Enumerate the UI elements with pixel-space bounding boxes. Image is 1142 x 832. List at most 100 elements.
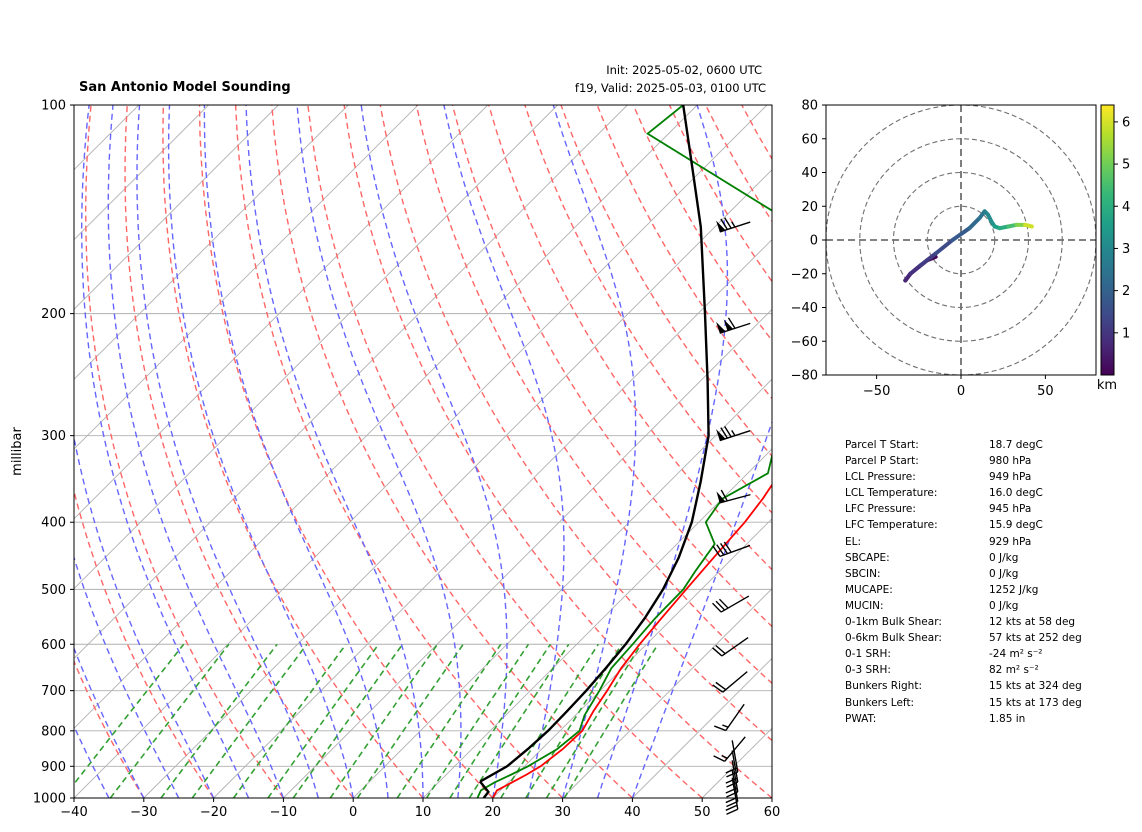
stat-value: 0 J/kg <box>989 599 1019 612</box>
x-tick-label: 10 <box>415 805 432 820</box>
y-tick-label: 800 <box>41 724 66 739</box>
wind-barb-flag <box>715 645 726 655</box>
moist-adiabat-line <box>245 105 424 798</box>
stat-label: Parcel P Start: <box>845 455 919 468</box>
dry-adiabat-line <box>668 105 772 283</box>
dry-adiabat-line <box>124 105 354 798</box>
y-tick-label: 600 <box>41 638 66 653</box>
stat-row: MUCIN: 0 J/kg <box>845 598 1105 614</box>
moist-adiabat-line <box>167 105 354 798</box>
hodo-trace-segment <box>989 219 997 229</box>
wind-barb-staff <box>725 703 745 731</box>
stat-value: 0 J/kg <box>989 551 1019 564</box>
hodo-trace-segment <box>950 226 972 242</box>
hodo-trace-segment <box>997 224 1011 231</box>
isotherm-line <box>74 105 558 590</box>
isotherm-line <box>701 727 772 798</box>
mixing-ratio-line <box>160 643 278 798</box>
colorbar-tick-label: 5 <box>1122 158 1130 173</box>
wind-barb-staff <box>719 544 751 558</box>
wind-barb-flag <box>719 543 729 555</box>
temperature-profile-line <box>492 483 772 798</box>
wind-barb-flag <box>727 317 736 329</box>
hodo-trace-segment <box>986 212 994 224</box>
dry-adiabat-line <box>198 105 494 798</box>
hodo-trace-segment <box>1023 222 1034 229</box>
hodo-trace-segment <box>982 209 990 217</box>
moist-adiabat-line <box>74 555 180 798</box>
mixing-ratio-line <box>109 643 230 798</box>
dry-adiabat-line <box>234 105 564 798</box>
wind-barb-flag <box>712 684 724 693</box>
y-axis-label: millibar <box>10 427 25 476</box>
stat-row: LCL Pressure: 949 hPa <box>845 469 1105 485</box>
hodo-ring <box>892 171 1030 309</box>
x-tick-label: 60 <box>764 805 781 820</box>
isotherm-line <box>74 105 489 520</box>
y-tick-label: 100 <box>41 99 66 114</box>
stat-label: 0-6km Bulk Shear: <box>845 632 942 645</box>
stat-label: PWAT: <box>845 712 877 725</box>
wind-barb <box>712 541 751 558</box>
hodo-trace-segment <box>967 216 982 231</box>
colorbar-tick-label: 1 <box>1122 326 1130 341</box>
wind-barb-flag <box>712 602 722 613</box>
moist-adiabat-line <box>136 105 319 798</box>
mixing-ratio-line <box>396 643 502 798</box>
wind-barb-flag <box>724 426 732 438</box>
dry-adiabat-line <box>74 488 215 798</box>
wind-barb-half-flag <box>722 724 729 728</box>
mixing-ratio-line <box>449 643 552 798</box>
mixing-ratio-line <box>500 643 599 798</box>
wind-barb-flag <box>724 217 732 229</box>
hodo-trace-segment <box>918 251 938 268</box>
wind-barb <box>712 671 748 693</box>
stat-label: EL: <box>845 535 862 548</box>
mixing-ratio-line <box>425 643 530 798</box>
moist-adiabat-line <box>360 105 508 798</box>
colorbar-tick-label: 3 <box>1122 242 1130 257</box>
x-tick-label: −30 <box>130 805 157 820</box>
mixing-ratio-line <box>329 643 439 798</box>
wind-barb-flag <box>723 541 732 553</box>
hodo-y-tick-label: 80 <box>801 99 818 114</box>
wind-barb <box>713 736 746 762</box>
isotherm-line <box>143 169 772 798</box>
chart-title: San Antonio Model Sounding <box>79 80 291 95</box>
dewpoint-profile-line <box>476 105 772 798</box>
hodo-trace-segment <box>992 224 1002 231</box>
wind-barb-flag <box>720 427 728 439</box>
wind-barb-flag <box>725 804 738 811</box>
wind-barb-flag <box>712 647 723 657</box>
stat-row: 0-1km Bulk Shear: 12 kts at 58 deg <box>845 614 1105 630</box>
moist-adiabat-line <box>74 434 215 798</box>
y-tick-label: 700 <box>41 684 66 699</box>
wind-barb-flag <box>720 489 728 502</box>
dry-adiabat-line <box>271 105 633 798</box>
sounding-stats-table: Parcel T Start: 18.7 degC Parcel P Start: 9… <box>845 437 1105 727</box>
stat-value: 12 kts at 58 deg <box>989 616 1076 629</box>
stat-value: 1.85 in <box>989 712 1026 725</box>
stat-row: EL: 929 hPa <box>845 534 1105 550</box>
mixing-ratio-line <box>267 643 380 798</box>
mixing-ratio-line <box>525 643 623 798</box>
stat-value: 929 hPa <box>989 535 1032 548</box>
isotherm-line <box>632 657 772 798</box>
mixing-ratio-line <box>191 643 308 798</box>
stat-row: SBCAPE: 0 J/kg <box>845 550 1105 566</box>
colorbar-tick-label: 2 <box>1122 284 1130 299</box>
wind-barb-half-flag <box>721 754 728 759</box>
wind-barb <box>725 777 739 815</box>
stat-value: 0 J/kg <box>989 567 1019 580</box>
stat-value: 945 hPa <box>989 503 1032 516</box>
wind-barb-flag <box>714 725 727 732</box>
dry-adiabat-line <box>343 105 772 798</box>
x-tick-label: 0 <box>349 805 357 820</box>
isotherm-line <box>74 105 698 729</box>
wind-barb <box>712 637 749 657</box>
stat-label: LFC Temperature: <box>845 519 938 532</box>
wind-barb-staff <box>731 777 739 810</box>
mixing-ratio-line <box>232 643 347 798</box>
wind-barb <box>716 217 751 233</box>
isotherm-line <box>771 797 772 798</box>
